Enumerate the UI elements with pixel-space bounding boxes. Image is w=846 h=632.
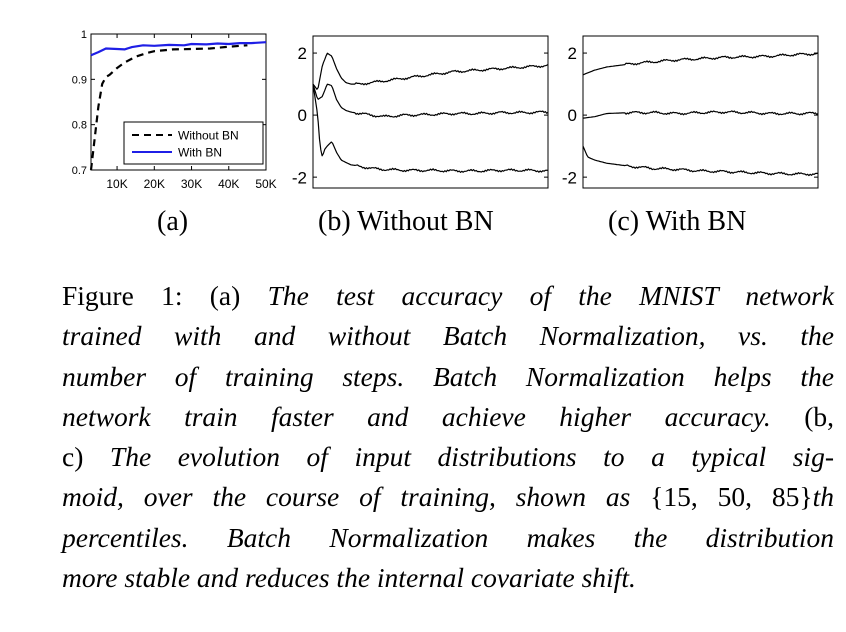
x-tick-label: 50K: [255, 177, 276, 191]
y-tick-label: -2: [562, 168, 577, 187]
series-line: [90, 41, 267, 57]
series-line: [582, 110, 819, 119]
accuracy-chart: 0.7 0.8 0.9 1 10K 20K 30K 40K 50K Without BN With …: [72, 29, 277, 191]
caption-text: network train faster and achieve higher …: [62, 400, 805, 432]
caption-line: network train faster and achieve higher …: [62, 397, 834, 437]
series-line: [312, 84, 549, 173]
x-tick-label: 30K: [181, 177, 202, 191]
caption-text: th: [812, 481, 834, 513]
series-line: [582, 145, 819, 177]
caption-line: trained with and without Batch Normaliza…: [62, 320, 834, 352]
x-tick-label: 20K: [144, 177, 165, 191]
caption-panel-ref: c): [62, 441, 110, 473]
caption-line: c) The evolution of input distributions …: [62, 437, 834, 477]
x-tick-label: 10K: [106, 177, 127, 191]
plot-frame: [312, 35, 549, 189]
panel-c-label: (c) With BN: [608, 206, 747, 237]
legend-box: [123, 121, 264, 165]
y-tick-label: 0.8: [72, 120, 87, 132]
caption-text: The evolution of input distributions to …: [109, 441, 834, 473]
caption-line: number of training steps. Batch Normaliz…: [62, 360, 834, 392]
caption-line: percentiles. Batch Normalization makes t…: [62, 521, 834, 553]
distribution-with-bn-chart: 2 0 -2: [562, 35, 819, 189]
panel-b-label: (b) Without BN: [318, 206, 494, 237]
caption-panel-ref: (b,: [804, 400, 834, 432]
caption-figure-number: Figure 1: (a): [62, 280, 268, 311]
x-tick-label: 40K: [218, 177, 239, 191]
legend-label: With BN: [178, 146, 222, 160]
panel-a-label: (a): [157, 206, 189, 237]
series-line: [312, 52, 549, 90]
legend-label: Without BN: [178, 129, 239, 143]
caption-text: The test accuracy of the MNIST network: [267, 280, 834, 311]
caption-line: more stable and reduces the internal cov…: [62, 562, 636, 594]
y-tick-label: 0: [568, 106, 577, 125]
distribution-without-bn-chart: 2 0 -2: [292, 35, 549, 189]
series-line: [312, 83, 549, 118]
caption-line: moid, over the course of training, shown…: [62, 477, 834, 517]
y-tick-label: 0.7: [72, 165, 87, 177]
plot-frame: [582, 35, 819, 189]
series-line: [582, 52, 819, 76]
plot-frame: [90, 33, 267, 171]
y-tick-label: 1: [81, 29, 87, 41]
y-tick-label: 2: [298, 44, 307, 63]
series-line: [89, 44, 248, 171]
caption-math: {15, 50, 85}: [650, 481, 813, 513]
y-tick-label: 0.9: [72, 74, 87, 86]
figure-caption: Figure 1: (a) The test accuracy of the M…: [62, 276, 834, 598]
y-tick-label: 0: [298, 106, 307, 125]
caption-text: moid, over the course of training, shown…: [62, 481, 651, 513]
y-tick-label: 2: [568, 44, 577, 63]
y-tick-label: -2: [292, 168, 307, 187]
caption-line: Figure 1: (a) The test accuracy of the M…: [62, 276, 834, 316]
